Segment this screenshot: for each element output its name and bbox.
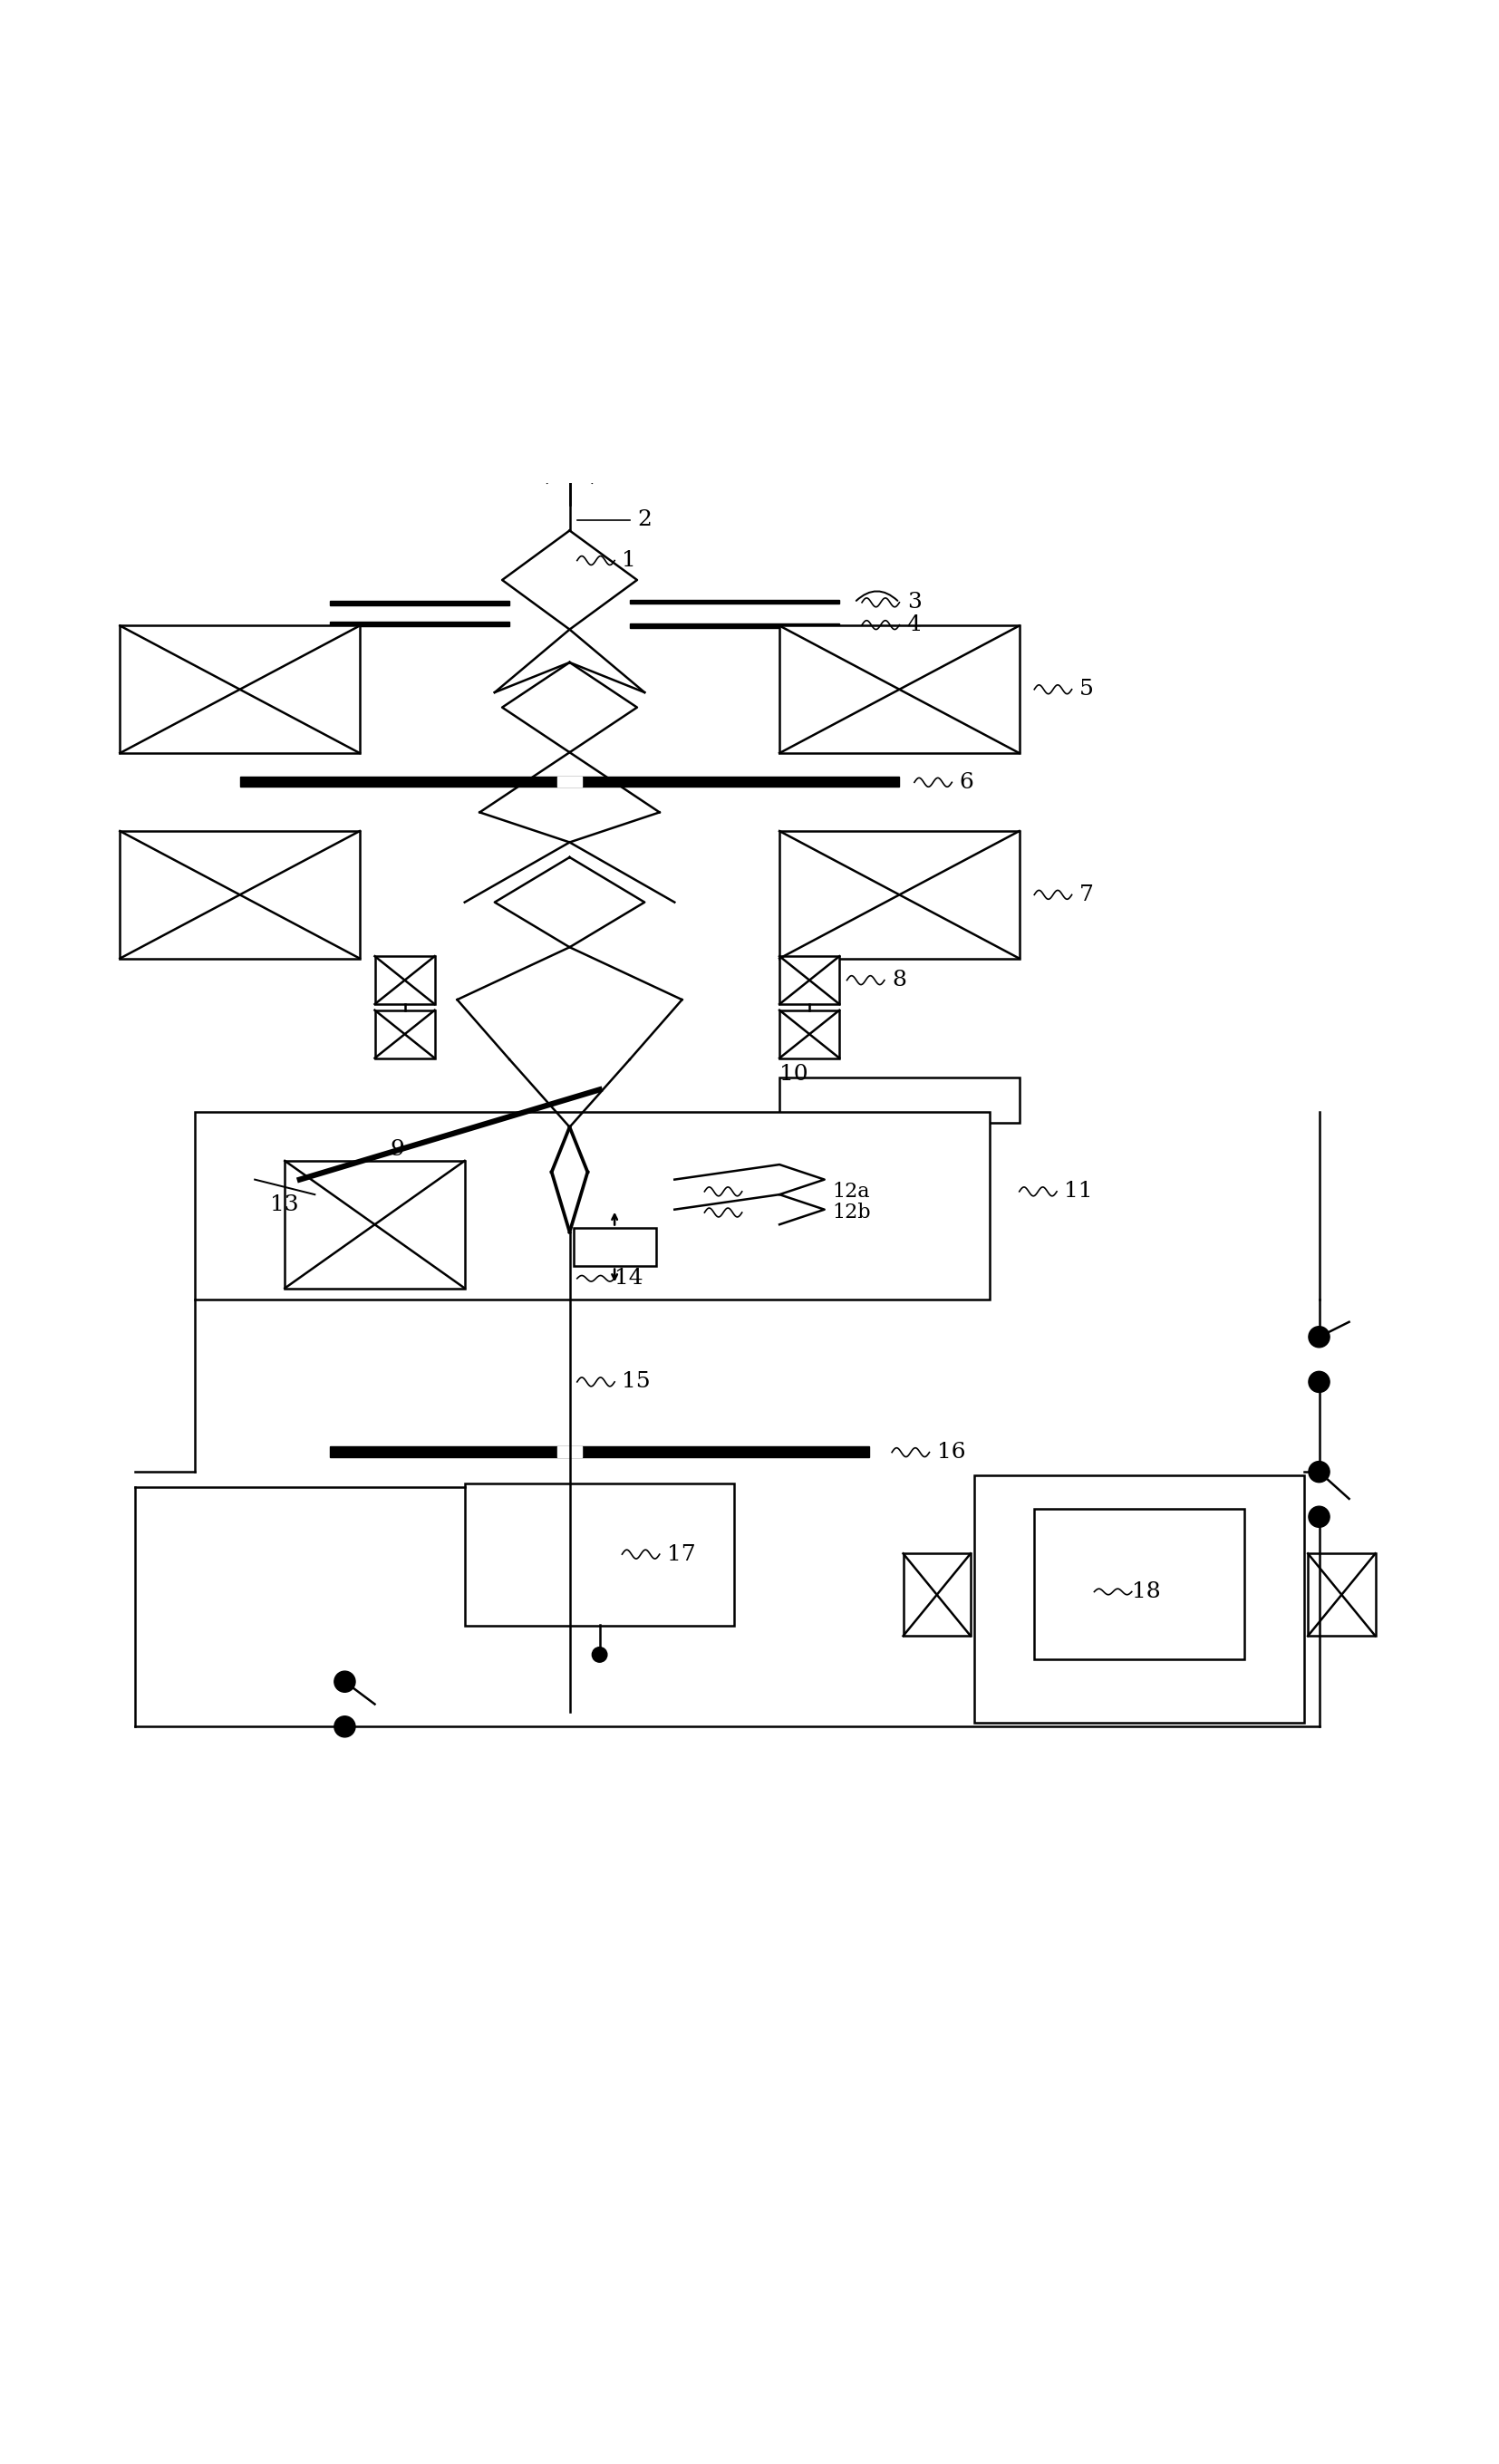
Polygon shape [330, 601, 510, 606]
Polygon shape [630, 623, 839, 628]
Bar [779, 1077, 1019, 1124]
Bar [195, 1111, 989, 1299]
Polygon shape [240, 776, 899, 786]
Text: 6: 6 [959, 771, 974, 793]
Polygon shape [330, 1446, 869, 1456]
Bar [902, 1552, 971, 1636]
Text: 5: 5 [1079, 680, 1094, 700]
Text: 2: 2 [637, 510, 652, 530]
Text: 14: 14 [615, 1269, 643, 1289]
Circle shape [1309, 1326, 1330, 1348]
Bar [465, 1483, 735, 1626]
Text: 10: 10 [779, 1064, 808, 1084]
Polygon shape [630, 599, 839, 604]
Text: 12b: 12b [832, 1202, 871, 1222]
Text: 18: 18 [1132, 1582, 1160, 1602]
Text: 12a: 12a [832, 1183, 869, 1202]
Circle shape [1309, 1506, 1330, 1528]
Bar [573, 1227, 657, 1266]
Bar [120, 626, 360, 754]
Text: 9: 9 [390, 1138, 405, 1161]
Bar [974, 1476, 1304, 1722]
Text: 7: 7 [1079, 885, 1094, 904]
Text: 11: 11 [1064, 1180, 1093, 1202]
Text: 17: 17 [667, 1545, 696, 1565]
Circle shape [334, 1671, 355, 1693]
Bar [120, 830, 360, 958]
Circle shape [334, 1715, 355, 1737]
Text: 8: 8 [892, 971, 907, 991]
Text: 15: 15 [622, 1372, 651, 1392]
Polygon shape [558, 1446, 582, 1456]
Bar [779, 956, 839, 1005]
Circle shape [592, 1648, 607, 1663]
Bar [779, 830, 1019, 958]
Text: 16: 16 [937, 1441, 965, 1464]
Bar [779, 626, 1019, 754]
Circle shape [1309, 1461, 1330, 1483]
Bar [1307, 1552, 1376, 1636]
Bar [285, 1161, 465, 1289]
Circle shape [1309, 1372, 1330, 1392]
Polygon shape [558, 776, 582, 786]
Polygon shape [330, 621, 510, 626]
Text: 3: 3 [907, 591, 922, 614]
Text: 1: 1 [622, 549, 637, 572]
Bar [779, 1010, 839, 1057]
Text: 4: 4 [907, 614, 922, 636]
Bar [375, 1010, 435, 1057]
Bar [1034, 1510, 1244, 1658]
Bar [375, 956, 435, 1005]
Text: 13: 13 [270, 1195, 298, 1215]
